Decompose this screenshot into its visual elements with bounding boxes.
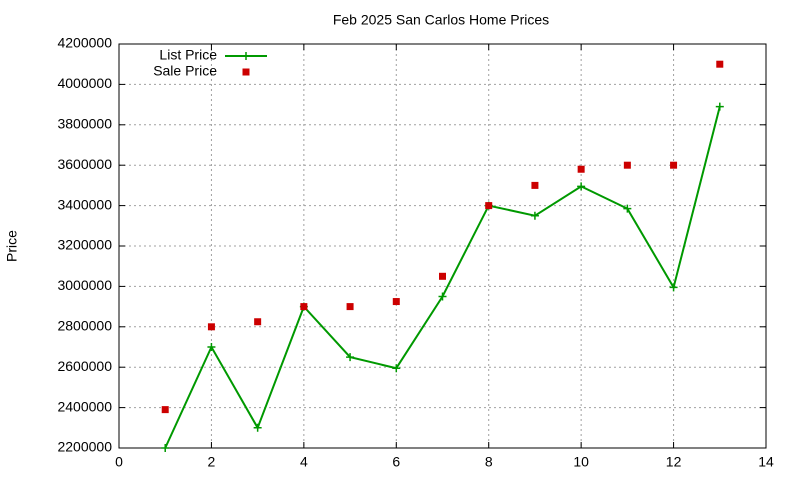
plus-marker — [438, 292, 447, 301]
square-marker — [716, 60, 724, 68]
y-tick-label: 3200000 — [57, 237, 112, 253]
square-marker — [207, 323, 215, 331]
x-tick-label: 0 — [115, 454, 123, 470]
legend-label: Sale Price — [153, 63, 217, 79]
legend-label: List Price — [159, 47, 217, 63]
y-tick-label: 3400000 — [57, 196, 112, 212]
y-tick-label: 2400000 — [57, 398, 112, 414]
y-tick-label: 4200000 — [57, 35, 112, 51]
square-marker — [577, 165, 585, 173]
square-marker — [300, 303, 308, 311]
square-marker — [670, 161, 678, 169]
square-marker — [161, 406, 169, 414]
y-tick-label: 2200000 — [57, 439, 112, 455]
plot-frame — [118, 43, 767, 449]
square-marker — [254, 318, 262, 326]
chart-title: Feb 2025 San Carlos Home Prices — [333, 12, 549, 28]
x-tick-label: 2 — [208, 454, 216, 470]
square-marker — [392, 298, 400, 306]
y-tick-label: 3600000 — [57, 156, 112, 172]
x-tick-label: 10 — [573, 454, 589, 470]
y-tick-label: 4000000 — [57, 75, 112, 91]
plus-marker — [669, 283, 678, 292]
y-tick-label: 2600000 — [57, 358, 112, 374]
square-marker — [439, 272, 446, 280]
square-marker — [531, 181, 539, 189]
legend-swatch — [242, 68, 250, 76]
x-tick-label: 12 — [666, 454, 682, 470]
plus-marker — [346, 353, 355, 362]
plus-marker — [715, 102, 724, 111]
legend-swatch — [242, 52, 250, 60]
y-tick-label: 3000000 — [57, 277, 112, 293]
x-tick-label: 14 — [758, 454, 774, 470]
plus-marker — [161, 444, 170, 452]
plus-marker — [392, 364, 401, 373]
square-marker — [346, 303, 354, 311]
y-tick-label: 3800000 — [57, 116, 112, 132]
square-marker — [623, 161, 631, 169]
x-tick-label: 6 — [392, 454, 400, 470]
x-tick-label: 8 — [485, 454, 493, 470]
y-tick-label: 2800000 — [57, 318, 112, 334]
plus-marker — [623, 204, 632, 213]
plus-marker — [577, 182, 586, 191]
plus-marker — [207, 343, 216, 351]
y-axis-label: Price — [4, 230, 20, 262]
plus-marker — [530, 211, 539, 220]
square-marker — [485, 202, 493, 210]
x-tick-label: 4 — [300, 454, 308, 470]
plus-marker — [253, 423, 262, 432]
